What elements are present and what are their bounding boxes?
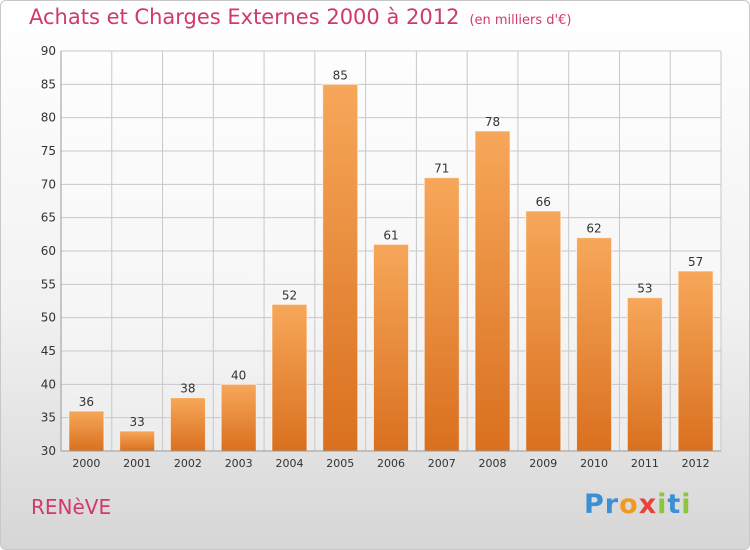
y-tick-label: 60	[41, 244, 56, 258]
chart-title: Achats et Charges Externes 2000 à 2012 (e…	[29, 5, 571, 29]
data-label: 38	[180, 382, 195, 396]
x-tick-label: 2006	[377, 457, 405, 470]
x-tick-label: 2005	[326, 457, 354, 470]
logo-letter: r	[604, 489, 620, 520]
bar	[220, 383, 257, 452]
data-label: 57	[688, 255, 703, 269]
x-tick-label: 2007	[428, 457, 456, 470]
y-tick-label: 45	[41, 344, 56, 358]
bar-layer	[68, 83, 714, 452]
y-tick-label: 55	[41, 277, 56, 291]
y-tick-label: 40	[41, 377, 56, 391]
bar	[119, 430, 156, 452]
bar	[525, 210, 562, 452]
bar	[626, 297, 663, 452]
y-tick-label: 65	[41, 211, 56, 225]
y-tick-label: 70	[41, 177, 56, 191]
bar	[373, 243, 409, 452]
x-tick-label: 2000	[72, 457, 100, 470]
chart-subtitle: (en milliers d'€)	[469, 13, 572, 28]
bar	[576, 237, 613, 452]
label-layer: 36 33 38 40 52 85 61 71 78 66 62 53 57	[79, 68, 704, 429]
logo-letter: x	[638, 489, 658, 520]
title-text: Achats et Charges Externes 2000 à 2012	[29, 5, 460, 29]
logo-letter: P	[584, 489, 605, 520]
x-tick-label: 2002	[174, 457, 202, 470]
data-label: 33	[130, 415, 145, 429]
data-label: 62	[586, 222, 601, 236]
x-tick-label: 2008	[479, 457, 507, 470]
bar	[271, 303, 308, 452]
bar	[322, 83, 359, 452]
y-tick-label: 30	[41, 444, 56, 458]
bar	[169, 397, 206, 452]
y-tick-label: 85	[41, 77, 56, 91]
x-tick-label: 2003	[225, 457, 253, 470]
data-label: 61	[383, 228, 398, 242]
x-tick-label: 2011	[631, 457, 659, 470]
x-tick-label: 2012	[682, 457, 710, 470]
y-tick-label: 75	[41, 144, 56, 158]
logo-letter: o	[619, 489, 639, 520]
data-label: 85	[333, 68, 348, 82]
x-tick-label: 2001	[123, 457, 151, 470]
y-tick-label: 90	[41, 44, 56, 58]
data-label: 52	[282, 288, 297, 302]
x-tick-label: 2009	[529, 457, 557, 470]
y-tick-label: 50	[41, 311, 56, 325]
data-label: 78	[485, 115, 500, 129]
y-tick-label: 80	[41, 111, 56, 125]
data-label: 66	[536, 195, 551, 209]
bar	[423, 177, 460, 452]
bar	[474, 130, 511, 452]
logo-letter: i	[681, 489, 692, 520]
data-label: 53	[637, 282, 652, 296]
data-label: 71	[434, 162, 449, 176]
data-label: 40	[231, 368, 246, 382]
x-tick-label: 2004	[275, 457, 303, 470]
bar	[677, 270, 714, 452]
bar	[68, 410, 105, 452]
logo-letter: t	[667, 489, 682, 520]
commune-name: RENèVE	[31, 495, 112, 519]
axis-layer: 30 35 40 45 50 55 60 65 70 75 80 85 90 2000 2001 2002 20…	[41, 44, 721, 470]
data-label: 36	[79, 395, 94, 409]
logo-letter: i	[657, 489, 668, 520]
x-tick-label: 2010	[580, 457, 608, 470]
y-tick-label: 35	[41, 411, 56, 425]
proxiti-logo: Proxiti	[584, 489, 692, 520]
